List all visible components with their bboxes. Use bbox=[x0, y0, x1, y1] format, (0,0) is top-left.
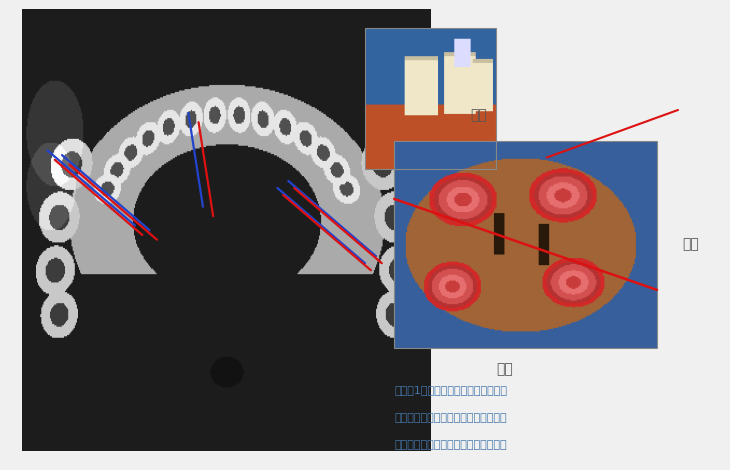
Text: 頼側: 頼側 bbox=[683, 237, 699, 251]
Text: 近心: 近心 bbox=[470, 108, 487, 122]
Text: シの挙入は、赤線のような方向になる: シの挙入は、赤線のような方向になる bbox=[394, 440, 507, 450]
Bar bbox=[394, 141, 657, 348]
Text: 遠心: 遠心 bbox=[496, 362, 513, 376]
Bar bbox=[365, 28, 496, 169]
Text: 降凹、根分岐部の位置から、歯間ブラ: 降凹、根分岐部の位置から、歯間ブラ bbox=[394, 413, 507, 423]
Text: 上類第1大臼歯の歯根形態、歯根部の: 上類第1大臼歯の歯根形態、歯根部の bbox=[394, 385, 507, 395]
